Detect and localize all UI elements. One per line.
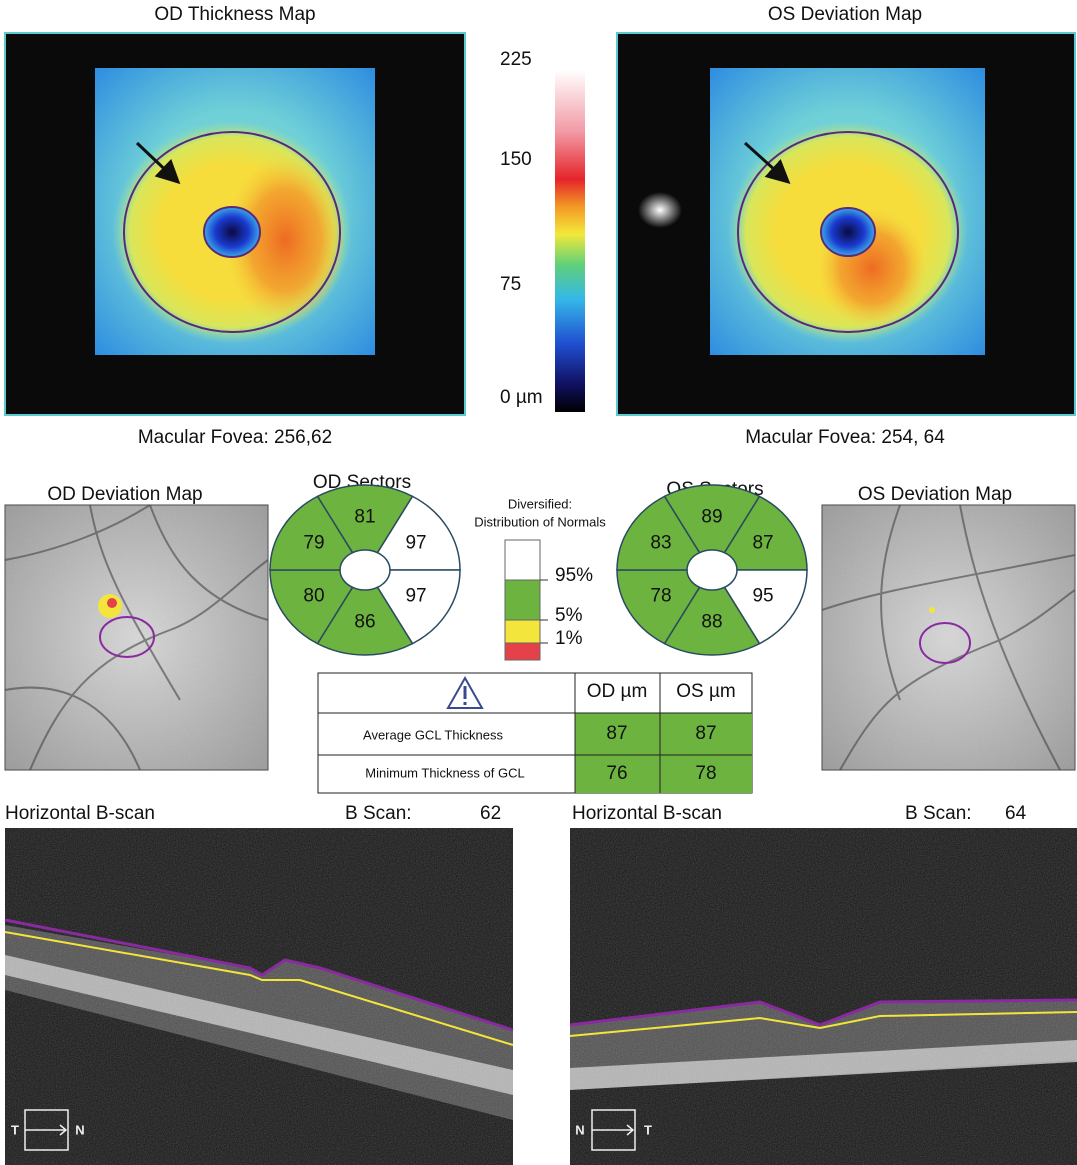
speckle [5,828,513,1165]
sector-value: 86 [354,612,375,633]
deviation-spot [107,598,117,608]
od-thickness-map [5,33,465,415]
os-sectors: 89 87 95 88 78 83 [617,485,807,655]
sector-value: 97 [405,585,426,606]
od-fundus [5,505,268,770]
map-title: OS Deviation Map [768,4,922,25]
legend-swatch [505,643,540,660]
sector-value: 87 [752,533,773,554]
scale-label: 225 [500,49,532,70]
fovea-label: Macular Fovea: 256,62 [138,427,332,448]
scale-label: 75 [500,274,521,295]
row-label: Minimum Thickness of GCL [365,765,524,780]
sector-value: 95 [752,585,773,606]
orientation-label: T [11,1122,19,1137]
bscan-title: Horizontal B-scan [572,803,722,824]
legend-title: Distribution of Normals [474,514,606,529]
os-thickness-map [617,33,1075,415]
legend: 95% 5%1% [505,540,593,660]
legend-label: 1% [555,628,583,649]
map-title: OS Deviation Map [858,484,1012,505]
sector-value: 83 [650,533,671,554]
sector-value: 81 [354,506,375,527]
legend-swatch [505,580,540,620]
map-title: OD Thickness Map [154,4,315,25]
sector-value: 78 [650,585,671,606]
texture [822,505,1075,770]
legend-title: Diversified: [508,496,572,511]
speckle [570,828,1077,1165]
map-title: OD Deviation Map [47,484,202,505]
fovea-label: Macular Fovea: 254, 64 [745,427,945,448]
os-fundus [822,505,1075,770]
row-label: Average GCL Thickness [363,727,503,742]
legend-label: 95% [555,565,593,586]
bscan-label: B Scan: [345,803,412,824]
deviation-spot [929,607,935,613]
os-bscan: N T [570,828,1077,1165]
table-header: OD µm [587,681,648,702]
scale-label: 0 µm [500,387,543,408]
bscan-number: 64 [1005,803,1027,824]
legend-swatch [505,540,540,580]
sector-value: 89 [701,506,722,527]
legend-label: 5% [555,605,583,626]
scale-label: 150 [500,149,532,170]
table-cells [575,713,752,793]
sector-value: 88 [701,612,722,633]
gcl-table: OD µm OS µm Average GCL Thickness 87 87 … [318,673,752,793]
od-sectors: 81 97 97 86 80 79 [270,485,460,655]
legend-swatch [505,620,540,643]
orientation-label: T [644,1122,652,1137]
sector-value: 97 [405,533,426,554]
cell-value: 87 [695,723,716,744]
texture [5,505,268,770]
color-scale [555,70,585,412]
report: OD Thickness Map OS Deviation Map 225 15… [0,0,1077,1165]
cell-value: 87 [606,723,627,744]
bscan-title: Horizontal B-scan [5,803,155,824]
orientation-label: N [575,1122,584,1137]
sector-value: 79 [303,533,324,554]
bscan-number: 62 [480,803,501,824]
table-header: OS µm [676,681,736,702]
orientation-label: N [75,1122,84,1137]
bscan-label: B Scan: [905,803,972,824]
cell-value: 76 [606,763,627,784]
od-bscan: T N [5,828,513,1165]
glare [638,192,682,228]
sector-value: 80 [303,585,324,606]
cell-value: 78 [695,763,716,784]
